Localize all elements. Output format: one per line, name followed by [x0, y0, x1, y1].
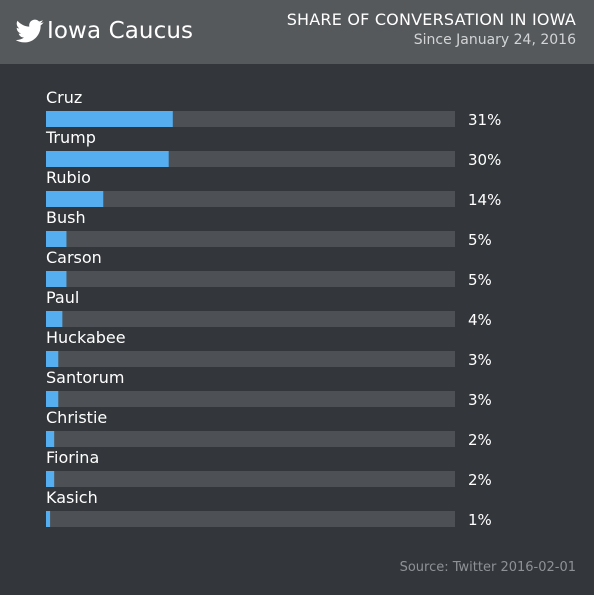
value-label: 5% [468, 231, 492, 249]
category-label: Bush [46, 208, 86, 227]
chart-title: Iowa Caucus [47, 18, 194, 44]
category-label: Santorum [46, 368, 124, 387]
category-label: Paul [46, 288, 79, 307]
header-bar: Iowa Caucus SHARE OF CONVERSATION IN IOW… [0, 0, 594, 64]
category-label: Trump [45, 128, 96, 147]
category-label: Huckabee [46, 328, 126, 347]
bar [46, 471, 55, 487]
value-label: 4% [468, 311, 492, 329]
bar [46, 391, 59, 407]
chart-subtitle: SHARE OF CONVERSATION IN IOWA [286, 10, 576, 29]
category-label: Fiorina [46, 448, 99, 467]
bar [46, 151, 169, 167]
title-group: Iowa Caucus [14, 16, 193, 46]
bar [46, 311, 63, 327]
bar-track [46, 471, 455, 487]
value-label: 31% [468, 111, 501, 129]
bar-track [46, 351, 455, 367]
twitter-bird-icon [15, 19, 44, 43]
bar-track [46, 271, 455, 287]
bar-track [46, 231, 455, 247]
category-label: Kasich [46, 488, 98, 507]
bar [46, 511, 51, 527]
bar [46, 351, 59, 367]
bar-track [46, 311, 455, 327]
bar [46, 111, 173, 127]
category-label: Rubio [46, 168, 91, 187]
subtitle-group: SHARE OF CONVERSATION IN IOWA Since Janu… [287, 10, 576, 48]
bar [46, 431, 55, 447]
bar [46, 191, 104, 207]
value-label: 2% [468, 471, 492, 489]
source-label: Source: Twitter 2016-02-01 [399, 560, 576, 575]
value-label: 2% [468, 431, 492, 449]
value-label: 14% [468, 191, 501, 209]
date-range-label: Since January 24, 2016 [413, 32, 576, 48]
category-label: Christie [46, 408, 107, 427]
category-label: Cruz [46, 88, 82, 107]
value-label: 3% [468, 351, 492, 369]
bar-track [46, 391, 455, 407]
value-label: 5% [468, 271, 492, 289]
bar [46, 271, 67, 287]
value-label: 1% [468, 511, 492, 529]
value-label: 3% [468, 391, 492, 409]
bar-track [46, 511, 455, 527]
bar-track [46, 431, 455, 447]
bar [46, 231, 67, 247]
value-label: 30% [468, 151, 501, 169]
bar-track [46, 191, 455, 207]
category-label: Carson [46, 248, 102, 267]
